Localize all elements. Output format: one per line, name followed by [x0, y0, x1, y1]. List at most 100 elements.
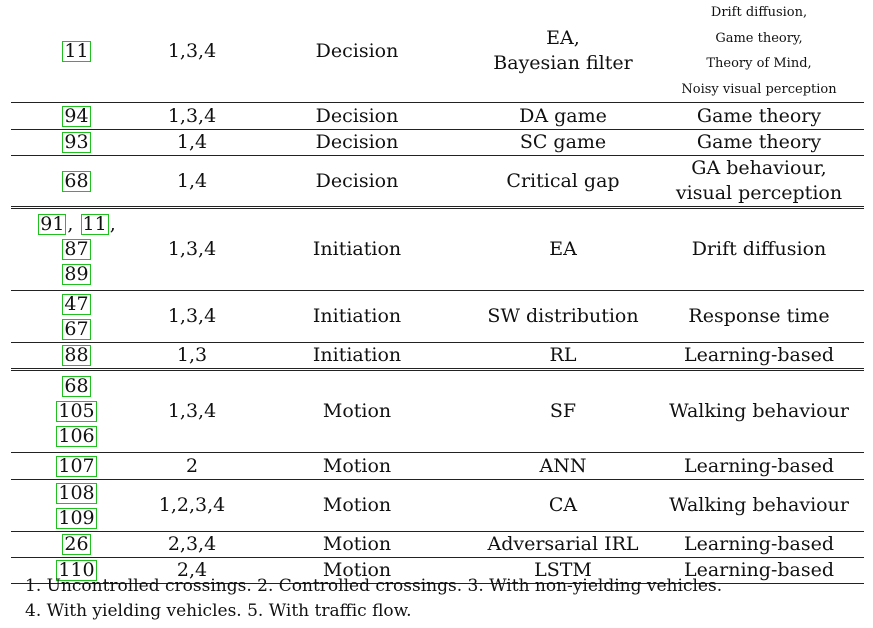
citation-link[interactable]: 93 — [62, 131, 91, 153]
theory-cell-line: visual perception — [675, 182, 843, 204]
citation-link[interactable]: 67 — [62, 317, 91, 340]
theory-cell-line: GA behaviour, — [691, 157, 827, 179]
reference-cell: 108 109 — [11, 479, 142, 532]
note-line-1: 1. Uncontrolled crossings. 2. Controlled… — [25, 576, 723, 596]
theory-cell: GA behaviour, visual perception — [654, 155, 864, 208]
citation-link[interactable]: 26 — [62, 533, 91, 555]
scenario-cell: 2 — [142, 452, 242, 480]
theory-cell-line: Game theory — [696, 104, 822, 127]
citation-link[interactable]: 47 — [62, 292, 91, 315]
category-cell: Decision — [242, 102, 472, 130]
table-row: 68 105 106 1,3,4 Motion SF Walking behaviour — [11, 368, 864, 453]
reference-cell: 47 67 — [11, 290, 142, 343]
citation-link[interactable]: 11 — [80, 213, 109, 235]
theory-cell: Game theory — [654, 129, 864, 156]
reference-cell: 68 — [11, 155, 142, 208]
method-cell-line: Adversarial IRL — [487, 533, 639, 555]
citation-link[interactable]: 89 — [62, 263, 91, 285]
scenario-cell: 1,3,4 — [142, 206, 242, 291]
scenario-cell: 1,4 — [142, 155, 242, 208]
theory-cell-line: Learning-based — [683, 454, 835, 477]
reference-cell: 26 — [11, 531, 142, 558]
reference-line: 94 — [13, 104, 140, 129]
citation-link[interactable]: 87 — [62, 238, 91, 260]
theory-cell-line: Drift diffusion — [691, 238, 827, 260]
reference-line: 11 — [13, 39, 140, 64]
category-cell: Initiation — [242, 290, 472, 343]
table-row: 47 67 1,3,4 Initiation SW distribution Respon… — [11, 290, 864, 343]
method-cell-line: SW distribution — [487, 305, 639, 327]
category-cell: Initiation — [242, 206, 472, 291]
method-cell: SF — [472, 368, 654, 453]
category-cell: Motion — [242, 557, 472, 584]
method-cell-line: CA — [548, 494, 578, 516]
method-cell: RL — [472, 342, 654, 370]
category-cell: Decision — [242, 155, 472, 208]
citation-link[interactable]: 107 — [56, 454, 97, 477]
category-cell: Motion — [242, 531, 472, 558]
theory-cell-line: Walking behaviour — [669, 494, 849, 516]
reference-cell: 110 — [11, 557, 142, 584]
citation-link[interactable]: 68 — [62, 169, 91, 192]
category-cell: Initiation — [242, 342, 472, 370]
table-notes: 1. Uncontrolled crossings. 2. Controlled… — [25, 574, 722, 624]
method-cell: LSTM — [472, 557, 654, 584]
reference-line: 87 — [13, 237, 140, 262]
method-cell: Adversarial IRL — [472, 531, 654, 558]
method-cell: SW distribution — [472, 290, 654, 343]
citation-link[interactable]: 109 — [56, 506, 97, 529]
citation-link[interactable]: 108 — [56, 481, 97, 504]
theory-cell-line: Response time — [688, 305, 830, 327]
reference-line: 106 — [13, 424, 140, 449]
theory-cell: Walking behaviour — [654, 368, 864, 453]
category-cell: Motion — [242, 368, 472, 453]
theory-cell: Response time — [654, 290, 864, 343]
scenario-cell: 1,3 — [142, 342, 242, 370]
citation-link[interactable]: 106 — [56, 425, 97, 447]
reference-line: 105 — [13, 399, 140, 424]
scenario-cell: 1,3,4 — [142, 102, 242, 130]
theory-cell-line: Learning-based — [683, 559, 835, 581]
method-cell: SC game — [472, 129, 654, 156]
reference-line: 68 — [13, 169, 140, 194]
method-cell: ANN — [472, 452, 654, 480]
reference-line: 93 — [13, 131, 140, 156]
citation-link[interactable]: 88 — [62, 344, 91, 366]
citation-link[interactable]: 110 — [56, 559, 97, 581]
citation-link[interactable]: 105 — [56, 400, 97, 422]
reference-cell: 107 — [11, 452, 142, 480]
method-cell-line: DA game — [519, 104, 607, 127]
scenario-cell: 2,3,4 — [142, 531, 242, 558]
citation-link[interactable]: 68 — [62, 375, 91, 397]
theory-cell: Drift diffusion, Game theory, Theory of Mi… — [654, 0, 864, 103]
table-row: 68 1,4 Decision Critical gap GA behaviour, vi… — [11, 155, 864, 208]
theory-cell-line: Learning-based — [683, 344, 835, 366]
method-cell: Critical gap — [472, 155, 654, 208]
method-cell-line: Critical gap — [506, 169, 620, 192]
theory-cell-line: Game theory, — [715, 30, 803, 46]
method-cell-line: RL — [549, 344, 577, 366]
citation-link[interactable]: 91 — [38, 213, 67, 235]
reference-line: 110 — [13, 559, 140, 583]
reference-cell: 93 — [11, 129, 142, 156]
scenario-cell: 1,3,4 — [167, 39, 217, 62]
method-cell-line: EA — [549, 238, 577, 260]
method-cell: CA — [472, 479, 654, 532]
reference-line: 108 — [13, 481, 140, 506]
table-row: 93 1,4 Decision SC game Game theory — [11, 129, 864, 156]
theory-cell-line: Walking behaviour — [669, 400, 849, 422]
literature-table: 11 1,3,4 Decision EA, Bayesian filter Drift d… — [11, 0, 864, 584]
reference-cell: 88 — [11, 342, 142, 370]
citation-link[interactable]: 11 — [62, 39, 91, 62]
reference-line: 67 — [13, 317, 140, 342]
category-cell: Motion — [242, 452, 472, 480]
category-cell: Motion — [242, 479, 472, 532]
table-row: 26 2,3,4 Motion Adversarial IRL Learning-bas… — [11, 531, 864, 558]
table-row: 107 2 Motion ANN Learning-based — [11, 452, 864, 480]
note-line-2: 4. With yielding vehicles. 5. With traff… — [25, 601, 412, 621]
table-row: 11 1,3,4 Decision EA, Bayesian filter Drift d… — [11, 0, 864, 103]
citation-link[interactable]: 94 — [62, 104, 91, 127]
reference-cell: 11 — [11, 0, 142, 103]
theory-cell: Learning-based — [654, 557, 864, 584]
theory-cell-line: Learning-based — [683, 533, 835, 555]
